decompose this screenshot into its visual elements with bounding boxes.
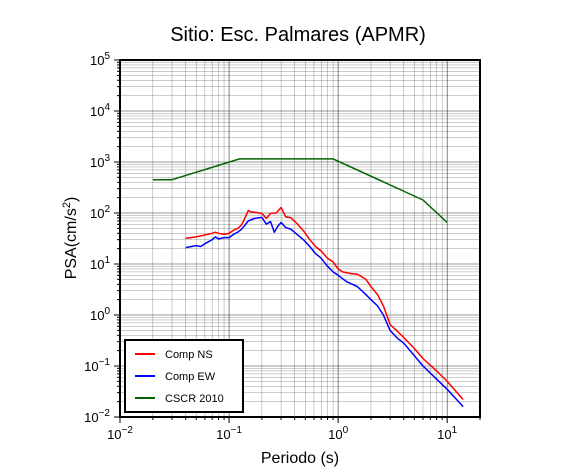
y-axis-label: PSA(cm/s2) <box>61 197 80 280</box>
series-line-cscr-2010 <box>152 158 448 224</box>
y-tick-label: 100 <box>90 306 110 323</box>
y-tick-label: 102 <box>90 204 110 221</box>
grid <box>119 59 481 418</box>
y-tick-label: 104 <box>90 102 110 119</box>
y-tick-label: 105 <box>90 51 110 68</box>
x-tick-label: 101 <box>437 425 457 442</box>
series-line-comp-ew <box>185 216 464 408</box>
y-tick-label: 10−2 <box>84 408 110 425</box>
series-layer <box>152 158 464 408</box>
plot-frame <box>119 59 481 418</box>
legend-entry-ew: Comp EW <box>135 371 216 383</box>
legend-label-ew: Comp EW <box>165 371 216 383</box>
y-tick-label: 101 <box>90 255 110 272</box>
x-tick-label: 10−2 <box>107 425 133 442</box>
legend-label-cscr: CSCR 2010 <box>165 393 224 405</box>
series-line-comp-ns <box>185 206 464 400</box>
legend: Comp NS Comp EW CSCR 2010 <box>124 339 244 413</box>
axis-ticks: 10−2 10−1 100 101 10−2 10−1 100 101 102 103 104 105 <box>84 51 481 442</box>
legend-label-ns: Comp NS <box>165 349 213 361</box>
x-tick-label: 10−1 <box>216 425 242 442</box>
y-tick-label: 103 <box>90 153 110 170</box>
legend-entry-ns: Comp NS <box>135 349 213 361</box>
x-axis-label: Periodo (s) <box>261 450 339 467</box>
x-tick-label: 100 <box>328 425 348 442</box>
legend-entry-cscr: CSCR 2010 <box>135 393 224 405</box>
y-tick-label: 10−1 <box>84 357 110 374</box>
chart-title: Sitio: Esc. Palmares (APMR) <box>170 24 426 46</box>
